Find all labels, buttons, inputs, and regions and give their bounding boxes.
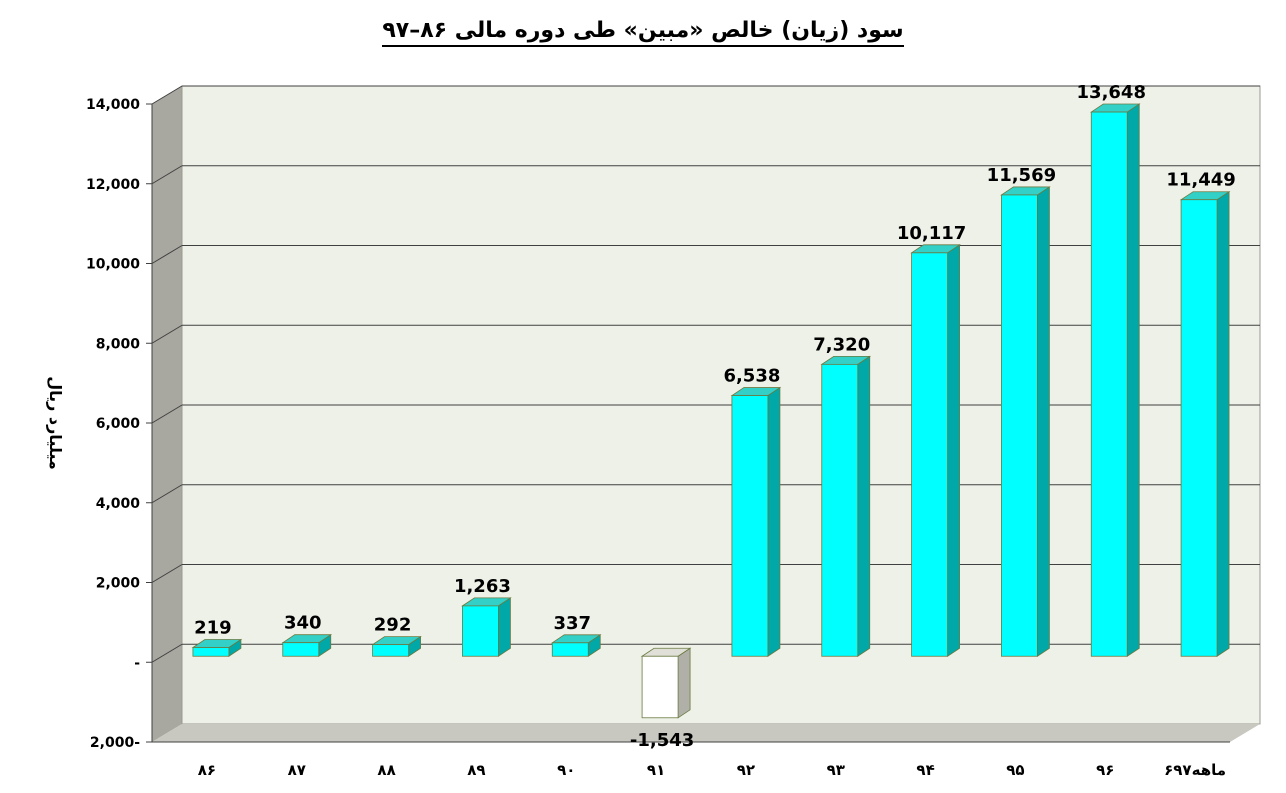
bar	[372, 644, 409, 657]
ytick-label: 2,000	[96, 576, 141, 592]
bar-side	[767, 386, 781, 657]
ytick-label: 12,000	[86, 177, 140, 193]
gridline-side	[151, 484, 183, 504]
bar	[1180, 199, 1218, 657]
bar-side	[1216, 190, 1230, 657]
gridline-side	[151, 165, 183, 185]
data-label: 337	[553, 613, 591, 634]
gridline-side	[151, 324, 183, 344]
gridline-side	[151, 643, 183, 663]
xtick-label: ۸۸	[377, 761, 395, 779]
xtick-label: ۸۹	[467, 761, 485, 779]
xtick-label: ۹۴	[916, 761, 934, 779]
data-label: 10,117	[897, 223, 966, 244]
ytick-label: 14,000	[86, 97, 140, 113]
data-label: 11,449	[1166, 170, 1235, 191]
y-axis-label: میلیارد ریال	[46, 376, 65, 470]
ytick-label: 8,000	[96, 336, 141, 352]
floor	[152, 724, 1260, 742]
gridline-side	[151, 85, 183, 105]
xtick-label: ۹۳	[827, 761, 845, 779]
bar-side	[947, 244, 960, 657]
data-label: 11,569	[987, 165, 1056, 186]
bar	[911, 252, 948, 657]
gridline-side	[151, 404, 183, 424]
bar-side	[1037, 186, 1050, 657]
bar	[731, 395, 769, 657]
xtick-label: ۸۷	[288, 761, 306, 779]
xtick-label: ۹۰	[557, 761, 575, 779]
bar-side	[857, 355, 871, 657]
data-label: 292	[374, 615, 412, 636]
ytick-label: 4,000	[96, 496, 141, 512]
ytick-label: -	[134, 655, 140, 671]
xtick-label: ۹۲	[737, 761, 755, 779]
bar-side	[498, 597, 511, 657]
gridline-side	[151, 564, 183, 583]
bar-side	[677, 647, 691, 719]
xtick-label: ۶ماهه۹۷	[1164, 761, 1226, 779]
bar	[282, 642, 320, 657]
bar	[1001, 194, 1038, 657]
bar-side	[1126, 103, 1140, 657]
ytick-label: 6,000	[96, 416, 141, 432]
ytick-label: 10,000	[86, 257, 140, 273]
xtick-label: ۸۶	[198, 761, 216, 779]
chart-title: سود (زیان) خالص «مبین» طی دوره مالی ۸۶–۹…	[0, 18, 1286, 47]
bar	[192, 647, 230, 657]
data-label: 340	[284, 613, 322, 634]
bar	[641, 655, 679, 719]
bar	[551, 642, 589, 657]
ytick-label: 2,000-	[90, 735, 140, 751]
bar	[1090, 111, 1128, 657]
data-label: 6,538	[723, 366, 780, 387]
xtick-label: ۹۶	[1096, 761, 1114, 779]
gridline-side	[151, 245, 183, 264]
data-label: 13,648	[1077, 82, 1146, 103]
xtick-label: ۹۵	[1006, 761, 1024, 779]
data-label: -1,543	[630, 730, 694, 751]
bar	[821, 363, 859, 657]
xtick-label: ۹۱	[647, 761, 665, 779]
chart-title-text: سود (زیان) خالص «مبین» طی دوره مالی ۸۶–۹…	[382, 18, 904, 47]
data-label: 7,320	[813, 334, 870, 355]
data-label: 1,263	[454, 576, 511, 597]
bar	[462, 605, 499, 657]
data-label: 219	[194, 618, 232, 639]
